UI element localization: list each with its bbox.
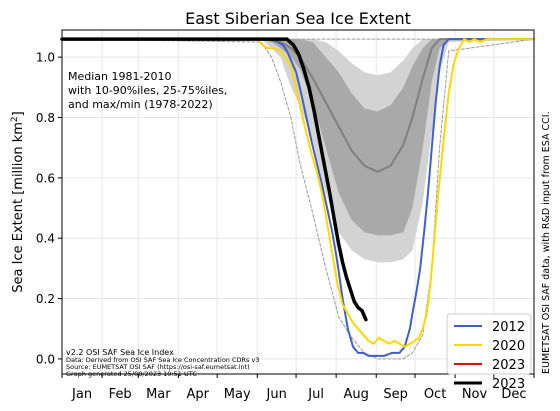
y-axis-label: Sea Ice Extent [million km2] — [10, 111, 26, 292]
x-tick-label: Mar — [146, 387, 171, 402]
y-tick-label: 0.2 — [36, 292, 55, 306]
x-axis-ticks: Jan Feb Mar Apr May Jun Jul Aug Sep Oct Nov Dec — [61, 374, 535, 402]
x-tick-label: Jun — [266, 387, 287, 402]
x-tick-label: Aug — [343, 387, 368, 402]
y-tick-label: 0.0 — [36, 352, 55, 366]
footer-notes: v2.2 OSI SAF Sea Ice Index Data: Derived… — [66, 348, 260, 378]
x-tick-label: Feb — [109, 387, 132, 402]
legend-label-2020: 2020 — [492, 339, 525, 354]
climatology-note-line: with 10-90%iles, 25-75%iles, — [68, 84, 227, 97]
x-tick-label: Dec — [501, 387, 526, 402]
climatology-median-line — [61, 38, 535, 173]
legend-label-2023: 2023 — [492, 377, 525, 392]
y-axis-ticks: 0.0 0.2 0.4 0.6 0.8 1.0 — [36, 51, 62, 366]
x-tick-label: Jul — [307, 387, 324, 402]
legend: 2012 2020 2023 2023 — [446, 313, 532, 392]
y-tick-label: 0.6 — [36, 171, 55, 185]
footer-data: Data: Derived from OSI SAF Sea Ice Conce… — [66, 356, 260, 364]
footer-generated: Graph generated 25/08/2023 10:51 UTC — [66, 370, 197, 378]
y-tick-label: 1.0 — [36, 51, 55, 65]
y-tick-label: 0.4 — [36, 232, 55, 246]
x-tick-label: Apr — [187, 387, 210, 402]
x-tick-label: Jan — [71, 387, 92, 402]
footer-source: Source: EUMETSAT OSI SAF (https://osi-sa… — [66, 363, 250, 371]
series-line-2020 — [61, 38, 535, 348]
legend-label-2023-red: 2023 — [492, 358, 525, 373]
series-line-2012 — [61, 38, 535, 357]
climatology-note-line: and max/min (1978-2022) — [68, 98, 213, 111]
series-lines — [60, 37, 535, 360]
chart-title: East Siberian Sea Ice Extent — [185, 9, 411, 28]
plot-frame — [61, 29, 535, 375]
climatology-note: Median 1981-2010 with 10-90%iles, 25-75%… — [68, 70, 227, 111]
y-tick-label: 0.8 — [36, 111, 55, 125]
x-tick-label: Oct — [424, 387, 446, 402]
footer-version: v2.2 OSI SAF Sea Ice Index — [66, 348, 174, 357]
climatology-bands — [62, 39, 534, 263]
x-tick-label: Nov — [462, 387, 488, 402]
legend-box — [446, 313, 532, 375]
climatology-note-line: Median 1981-2010 — [68, 70, 171, 83]
x-tick-label: May — [224, 387, 251, 402]
legend-label-2012: 2012 — [492, 320, 525, 335]
data-credit: EUMETSAT OSI SAF data, with R&D input fr… — [541, 111, 552, 374]
series-line-2023 — [60, 37, 368, 322]
x-tick-label: Sep — [383, 387, 408, 402]
band-25-75-percentile — [62, 39, 534, 236]
